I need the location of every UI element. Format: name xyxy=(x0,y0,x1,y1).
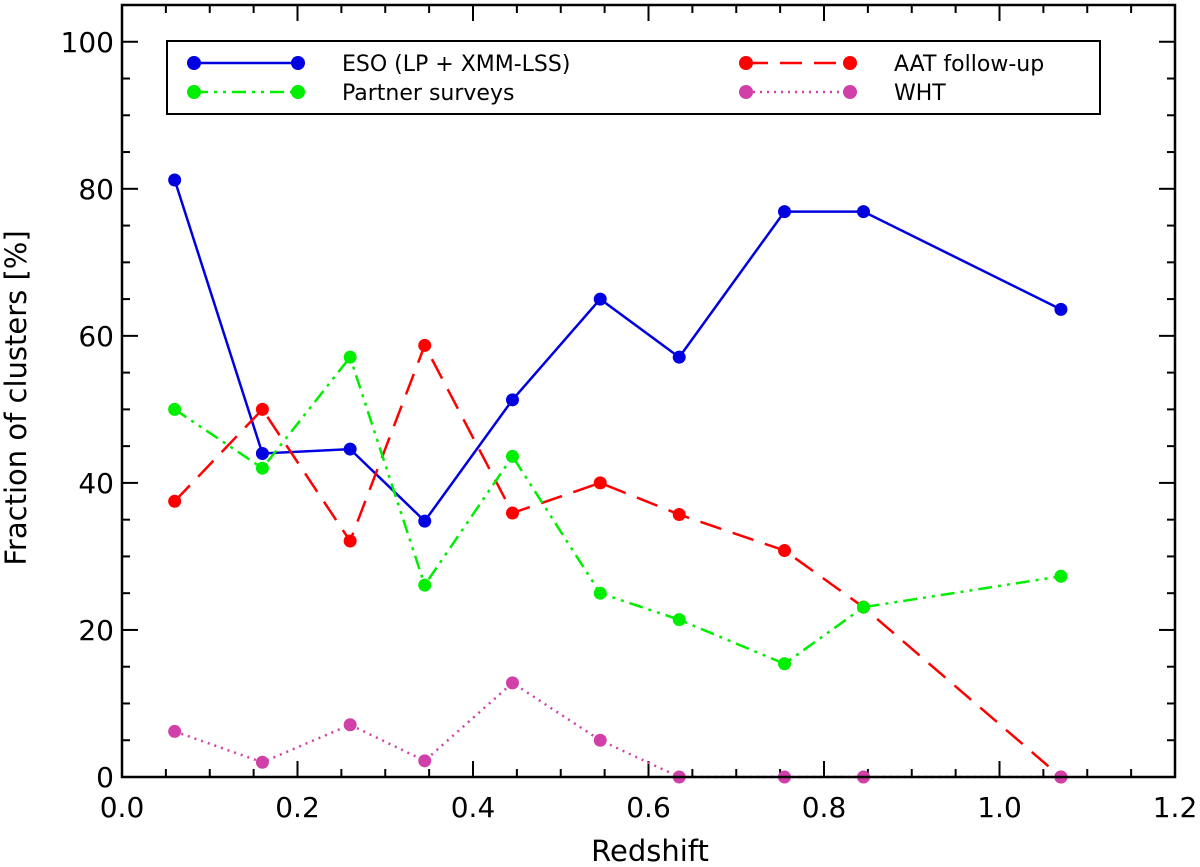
series-line-eso xyxy=(173,179,1062,523)
x-tick-label: 0.8 xyxy=(802,791,847,824)
data-point-wht xyxy=(505,676,519,690)
data-point-aat xyxy=(593,476,607,490)
data-point-partner xyxy=(1054,569,1068,583)
data-point-partner xyxy=(168,402,182,416)
data-point-wht xyxy=(418,754,432,768)
legend-marker-aat xyxy=(739,56,753,70)
x-tick-label: 0.4 xyxy=(451,791,496,824)
data-point-aat xyxy=(418,338,432,352)
data-point-partner xyxy=(255,461,269,475)
y-axis-title: Fraction of clusters [%] xyxy=(0,230,33,565)
legend-label-partner: Partner surveys xyxy=(342,81,514,106)
legend-box xyxy=(166,40,1101,115)
data-point-eso xyxy=(593,292,607,306)
data-point-wht xyxy=(343,718,357,732)
data-point-eso xyxy=(168,173,182,187)
legend-marker-partner xyxy=(187,85,201,99)
data-point-eso xyxy=(255,446,269,460)
legend-entry-eso: ESO (LP + XMM-LSS) xyxy=(187,52,570,77)
legend-marker-eso xyxy=(187,56,201,70)
data-point-eso xyxy=(505,393,519,407)
y-tick-label: 80 xyxy=(78,173,114,206)
series-lines xyxy=(173,179,1062,779)
plot-frame xyxy=(120,3,1177,779)
data-point-aat xyxy=(343,534,357,548)
data-point-partner xyxy=(856,600,870,614)
legend: ESO (LP + XMM-LSS) AAT follow-up Partner… xyxy=(166,40,1101,115)
x-tick-label: 0.0 xyxy=(100,791,145,824)
data-point-aat xyxy=(778,544,792,558)
x-tick-label: 1.0 xyxy=(977,791,1022,824)
data-point-eso xyxy=(856,205,870,219)
legend-entry-wht: WHT xyxy=(739,81,946,106)
data-point-eso xyxy=(778,205,792,219)
data-point-partner xyxy=(778,657,792,671)
series-line-aat xyxy=(173,342,1062,778)
legend-label-eso: ESO (LP + XMM-LSS) xyxy=(342,52,570,77)
data-point-aat xyxy=(505,506,519,520)
data-point-partner xyxy=(418,578,432,592)
tick-labels: 0.0 0.2 0.4 0.6 0.8 1.0 1.2 0 20 40 60 80 100 xyxy=(61,26,1198,824)
legend-marker-wht xyxy=(739,85,753,99)
data-point-partner xyxy=(505,449,519,463)
y-tick-label: 20 xyxy=(78,614,114,647)
legend-marker-wht xyxy=(843,85,857,99)
x-tick-label: 0.6 xyxy=(626,791,671,824)
data-point-eso xyxy=(343,442,357,456)
legend-label-wht: WHT xyxy=(894,81,946,106)
data-point-aat xyxy=(255,402,269,416)
legend-marker-eso xyxy=(291,56,305,70)
data-point-eso xyxy=(672,350,686,364)
y-tick-label: 60 xyxy=(78,320,114,353)
data-point-aat xyxy=(168,494,182,508)
y-tick-label: 40 xyxy=(78,467,114,500)
data-point-partner xyxy=(343,350,357,364)
axis-ticks xyxy=(121,4,1176,778)
series-markers xyxy=(168,173,1068,784)
data-point-eso xyxy=(1054,302,1068,316)
y-tick-label: 0 xyxy=(96,761,114,794)
legend-marker-partner xyxy=(291,85,305,99)
y-tick-label: 100 xyxy=(61,26,114,59)
data-point-wht xyxy=(168,724,182,738)
data-point-wht xyxy=(593,733,607,747)
data-point-partner xyxy=(593,586,607,600)
data-point-partner xyxy=(672,613,686,627)
data-point-eso xyxy=(418,514,432,528)
data-point-aat xyxy=(672,508,686,522)
x-tick-label: 1.2 xyxy=(1153,791,1198,824)
data-point-wht xyxy=(255,755,269,769)
x-axis-title: Redshift xyxy=(591,834,709,867)
series-line-partner xyxy=(174,354,1062,666)
legend-entry-aat: AAT follow-up xyxy=(739,52,1044,77)
legend-label-aat: AAT follow-up xyxy=(894,52,1044,77)
legend-marker-aat xyxy=(843,56,857,70)
legend-entry-partner: Partner surveys xyxy=(187,81,514,106)
series-line-wht xyxy=(174,681,1061,779)
x-tick-label: 0.2 xyxy=(275,791,320,824)
